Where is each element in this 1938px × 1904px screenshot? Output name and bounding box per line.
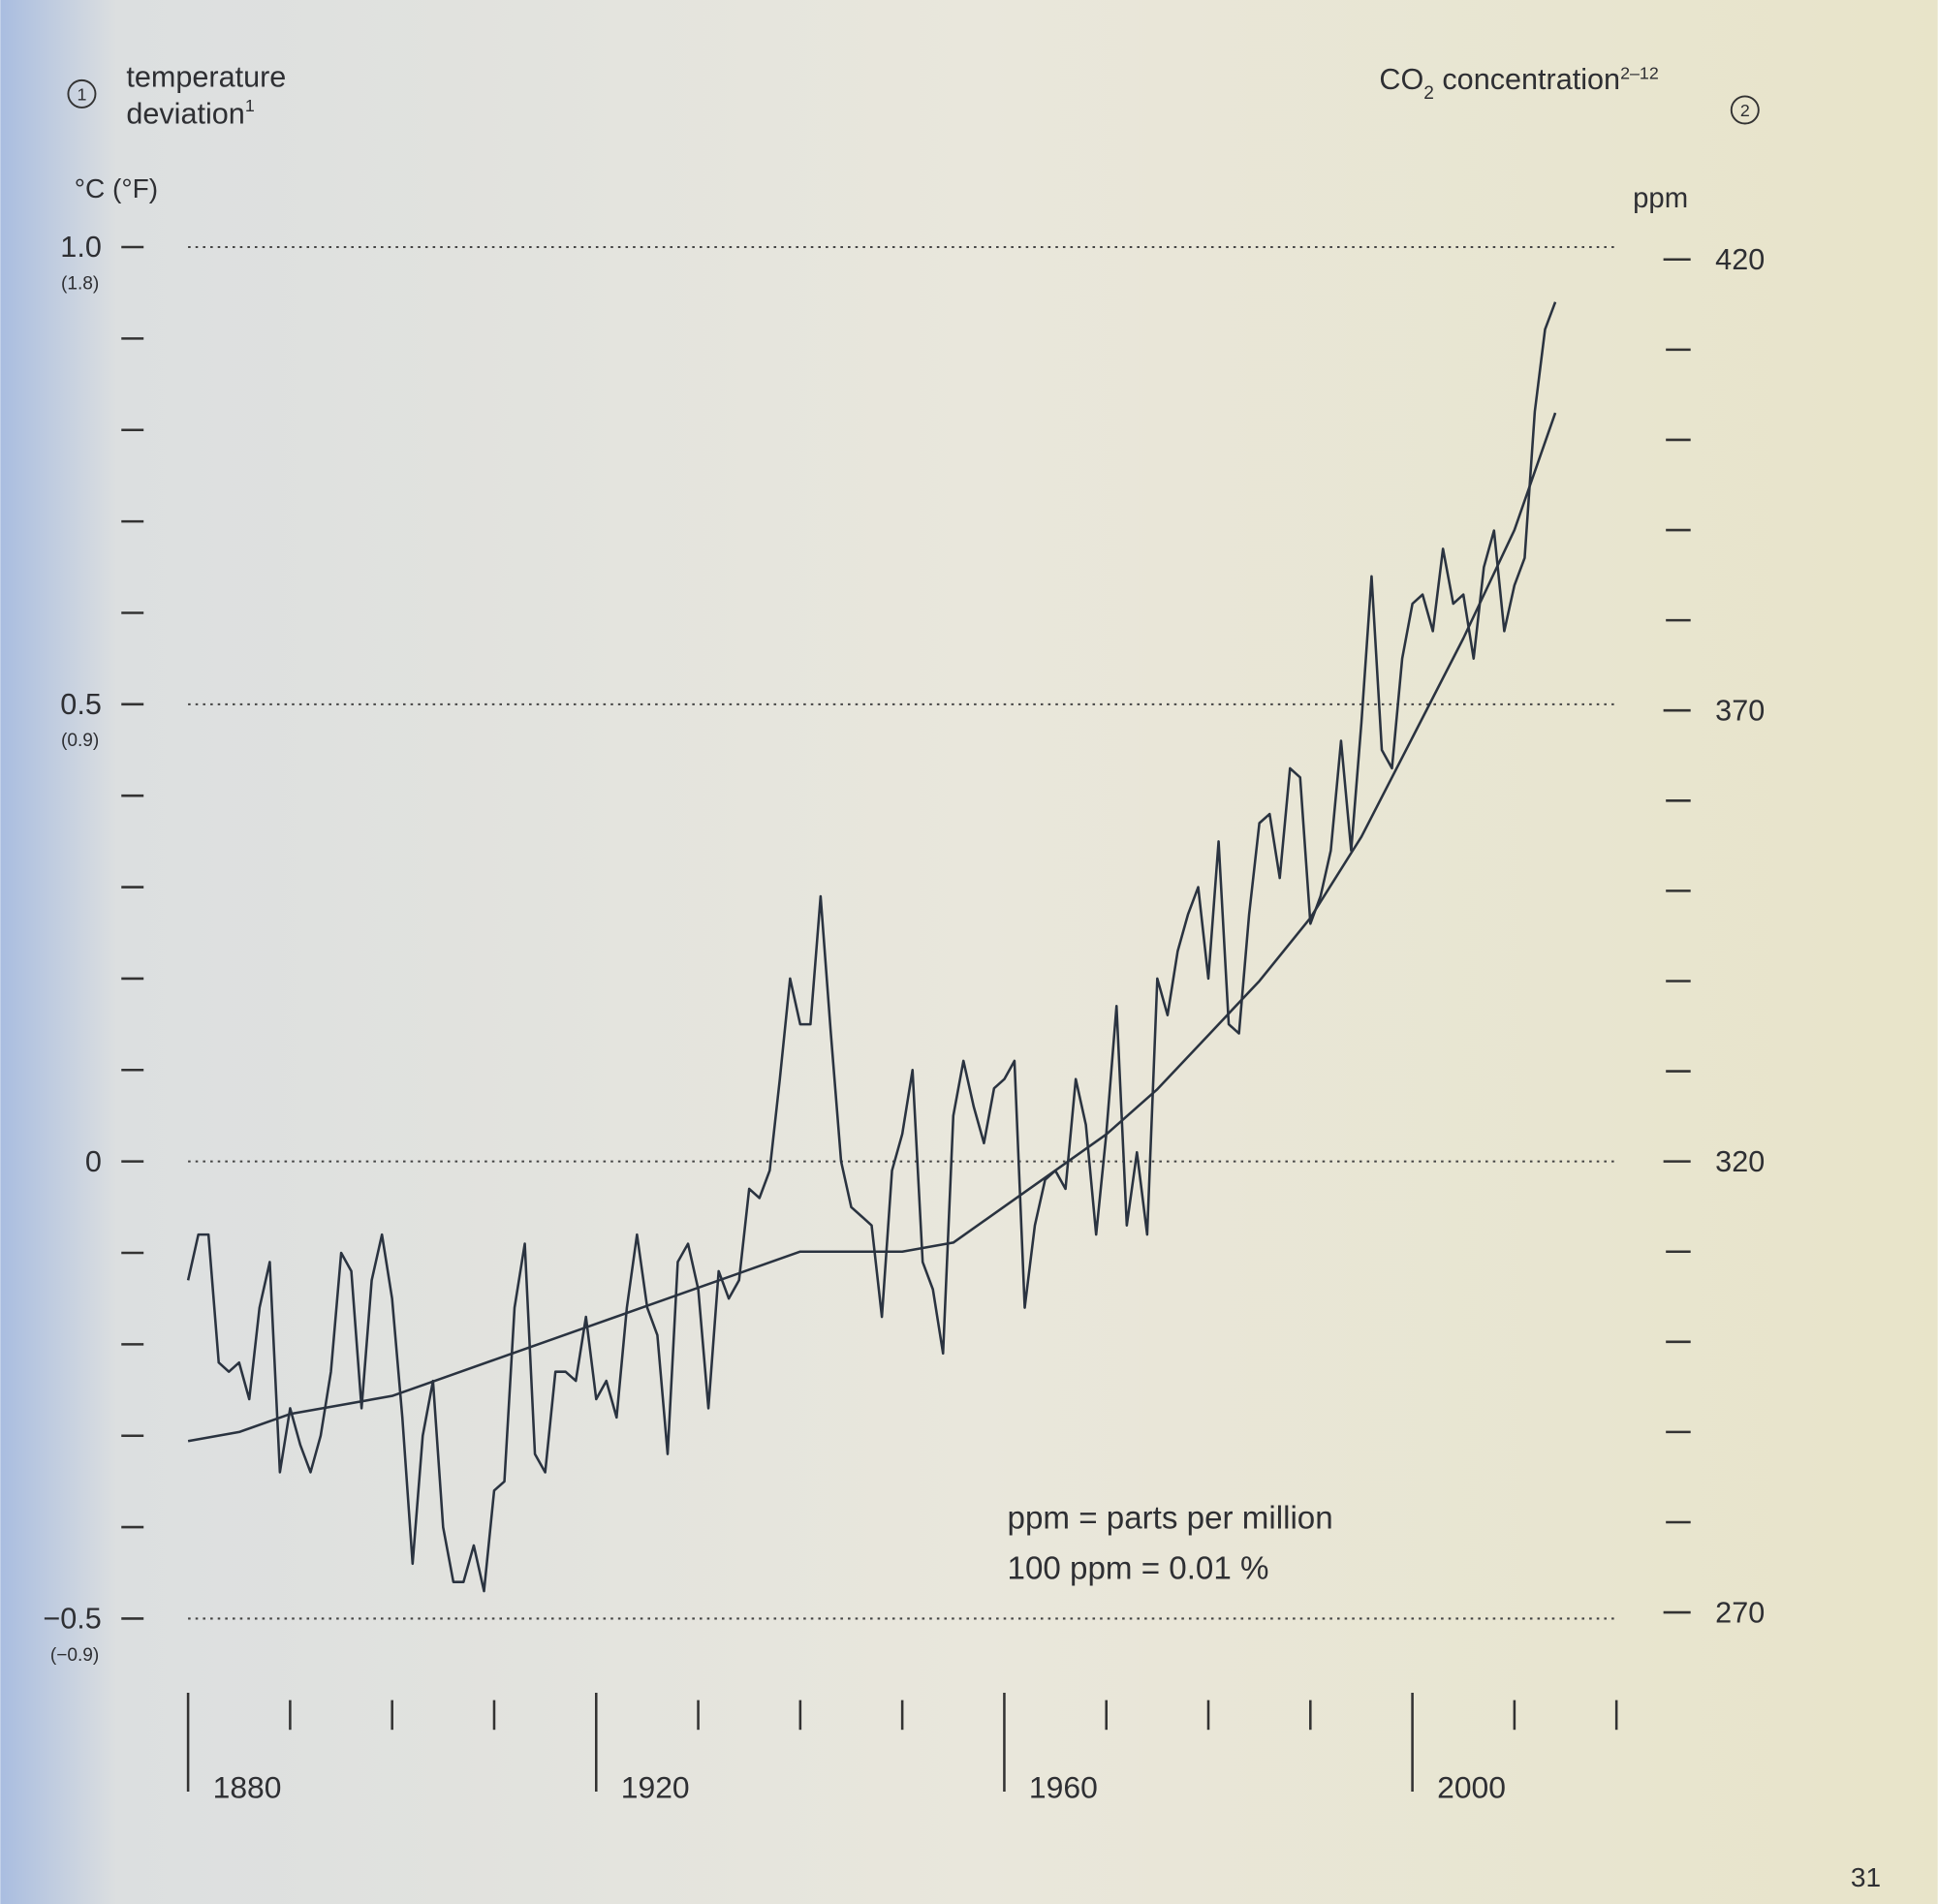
x-tick-label: 1960 bbox=[1029, 1769, 1098, 1804]
annotation: 100 ppm = 0.01 % bbox=[1008, 1551, 1269, 1587]
marker-circle bbox=[67, 78, 97, 109]
y-tick-sublabel: (1.8) bbox=[61, 273, 99, 294]
y2-tick-label: 370 bbox=[1715, 694, 1765, 727]
y-marker: 1 bbox=[77, 84, 86, 104]
x-tick-label: 1880 bbox=[213, 1769, 282, 1804]
y2-tick-label: 270 bbox=[1715, 1596, 1765, 1629]
y2-label-sup: 2–12 bbox=[1620, 64, 1659, 83]
y2-label-sub: 2 bbox=[1423, 83, 1434, 104]
y-label: temperature bbox=[126, 60, 286, 93]
y-tick-label: −0.5 bbox=[43, 1603, 101, 1636]
x-tick-label: 1920 bbox=[621, 1769, 690, 1804]
temperature-line bbox=[186, 301, 1557, 1593]
y-label: deviation1 bbox=[126, 96, 254, 131]
y-tick-label: 1.0 bbox=[60, 231, 102, 264]
y2-label-main: CO bbox=[1379, 63, 1423, 96]
annotation: ppm = parts per million bbox=[1008, 1500, 1333, 1536]
y-tick-sublabel: (−0.9) bbox=[50, 1645, 99, 1666]
y-tick-sublabel: (0.9) bbox=[61, 731, 99, 751]
y-label-line: deviation bbox=[126, 98, 244, 131]
y2-label-rest: concentration bbox=[1434, 63, 1620, 96]
y2-tick-label: 320 bbox=[1715, 1145, 1765, 1178]
y-tick-label: 0.5 bbox=[60, 688, 102, 721]
y-unit: °C (°F) bbox=[75, 173, 158, 203]
y2-unit: ppm bbox=[1633, 182, 1688, 214]
page-number: 31 bbox=[1851, 1862, 1881, 1892]
y2-tick-label: 420 bbox=[1715, 243, 1765, 276]
marker-circle bbox=[1730, 95, 1760, 125]
y2-marker: 2 bbox=[1740, 101, 1750, 120]
y-tick-label: 0 bbox=[85, 1145, 102, 1178]
co2-line bbox=[187, 412, 1557, 1443]
y-label-sup: 1 bbox=[245, 96, 255, 115]
x-tick-label: 2000 bbox=[1437, 1769, 1506, 1804]
y2-label: CO2 concentration2–12 bbox=[1379, 63, 1658, 104]
